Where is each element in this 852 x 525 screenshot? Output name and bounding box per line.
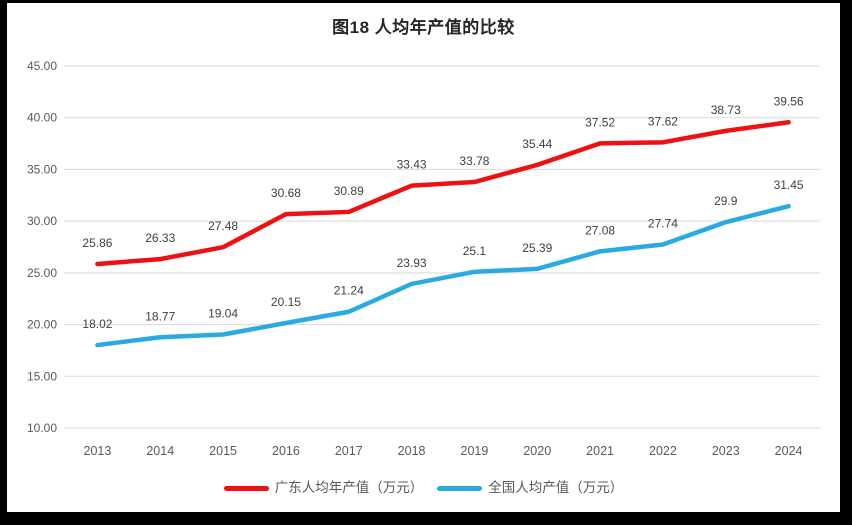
chart-legend: 广东人均年产值（万元） 全国人均产值（万元） bbox=[7, 477, 840, 499]
data-label-national: 21.24 bbox=[334, 284, 364, 298]
x-axis-tick-label: 2016 bbox=[272, 444, 300, 458]
legend-swatch-guangdong bbox=[223, 485, 269, 491]
data-label-national: 27.08 bbox=[585, 223, 615, 237]
data-label-national: 18.02 bbox=[82, 317, 112, 331]
x-axis-tick-label: 2018 bbox=[398, 444, 426, 458]
legend-label-national: 全国人均产值（万元） bbox=[488, 480, 624, 496]
legend-label-guangdong: 广东人均年产值（万元） bbox=[274, 480, 424, 496]
y-axis-tick-label: 40.00 bbox=[27, 111, 57, 125]
series-line-national bbox=[95, 203, 791, 348]
data-label-national: 25.1 bbox=[463, 244, 487, 258]
x-axis-tick-label: 2019 bbox=[461, 444, 489, 458]
data-label-guangdong: 26.33 bbox=[145, 231, 175, 245]
data-label-guangdong: 33.78 bbox=[459, 154, 489, 168]
data-label-guangdong: 39.56 bbox=[774, 94, 804, 108]
series-line-guangdong bbox=[95, 120, 791, 267]
data-label-guangdong: 30.68 bbox=[271, 186, 301, 200]
data-label-national: 29.9 bbox=[714, 194, 738, 208]
x-axis-tick-label: 2023 bbox=[712, 444, 740, 458]
data-label-guangdong: 25.86 bbox=[82, 236, 112, 250]
data-label-guangdong: 37.52 bbox=[585, 115, 615, 129]
y-axis-tick-label: 45.00 bbox=[27, 59, 57, 73]
legend-item-national: 全国人均产值（万元） bbox=[437, 481, 623, 495]
data-label-national: 20.15 bbox=[271, 295, 301, 309]
y-axis-tick-label: 25.00 bbox=[27, 266, 57, 280]
x-axis-tick-label: 2015 bbox=[209, 444, 237, 458]
data-label-guangdong: 38.73 bbox=[711, 103, 741, 117]
data-label-guangdong: 33.43 bbox=[397, 158, 427, 172]
x-axis-tick-label: 2017 bbox=[335, 444, 363, 458]
data-label-national: 23.93 bbox=[397, 256, 427, 270]
legend-item-guangdong: 广东人均年产值（万元） bbox=[223, 480, 424, 496]
data-label-guangdong: 30.89 bbox=[334, 184, 364, 198]
legend-swatch-national bbox=[437, 485, 483, 491]
x-axis-tick-label: 2021 bbox=[586, 444, 614, 458]
y-axis-tick-label: 35.00 bbox=[27, 162, 57, 176]
y-axis-tick-label: 20.00 bbox=[27, 318, 57, 332]
x-axis-tick-label: 2020 bbox=[523, 444, 551, 458]
data-label-guangdong: 35.44 bbox=[522, 137, 552, 151]
y-axis-tick-label: 10.00 bbox=[27, 421, 57, 435]
data-label-national: 19.04 bbox=[208, 307, 238, 321]
data-label-guangdong: 27.48 bbox=[208, 219, 238, 233]
chart-title: 图18 人均年产值的比较 bbox=[332, 18, 515, 37]
data-label-national: 18.77 bbox=[145, 309, 175, 323]
data-label-national: 27.74 bbox=[648, 217, 678, 231]
data-label-national: 25.39 bbox=[522, 241, 552, 255]
x-axis-tick-label: 2024 bbox=[775, 444, 803, 458]
chart-background bbox=[7, 3, 840, 512]
y-axis-tick-label: 30.00 bbox=[27, 214, 57, 228]
x-axis-tick-label: 2022 bbox=[649, 444, 677, 458]
x-axis-tick-label: 2014 bbox=[146, 444, 174, 458]
data-label-guangdong: 37.62 bbox=[648, 114, 678, 128]
y-axis-tick-label: 15.00 bbox=[27, 369, 57, 383]
x-axis-tick-label: 2013 bbox=[84, 444, 112, 458]
data-label-national: 31.45 bbox=[774, 178, 804, 192]
